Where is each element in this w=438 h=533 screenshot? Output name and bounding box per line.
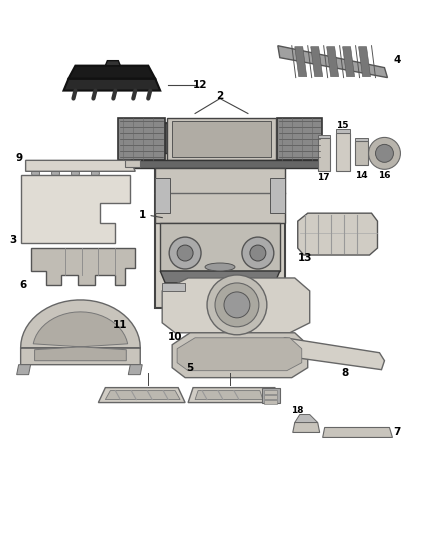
Polygon shape	[68, 66, 155, 78]
Polygon shape	[293, 423, 320, 432]
Circle shape	[368, 138, 400, 169]
Polygon shape	[264, 400, 277, 403]
Polygon shape	[277, 118, 321, 160]
Polygon shape	[359, 47, 371, 77]
Circle shape	[71, 169, 79, 177]
Circle shape	[250, 245, 266, 261]
Polygon shape	[270, 178, 285, 213]
Polygon shape	[21, 175, 130, 243]
Polygon shape	[295, 47, 307, 77]
Text: 13: 13	[297, 253, 312, 263]
Circle shape	[215, 283, 259, 327]
Polygon shape	[336, 133, 350, 171]
Text: 10: 10	[168, 332, 182, 342]
Text: 17: 17	[318, 173, 330, 182]
Polygon shape	[262, 387, 280, 402]
Text: 4: 4	[394, 55, 401, 64]
Polygon shape	[318, 139, 330, 171]
Polygon shape	[172, 333, 308, 378]
Text: 11: 11	[113, 320, 127, 330]
Circle shape	[207, 275, 267, 335]
Polygon shape	[155, 124, 285, 308]
Polygon shape	[21, 300, 140, 365]
Polygon shape	[272, 338, 385, 370]
Polygon shape	[106, 391, 180, 400]
Polygon shape	[160, 271, 280, 283]
Polygon shape	[264, 390, 277, 393]
Polygon shape	[31, 248, 135, 285]
Polygon shape	[155, 178, 170, 213]
Polygon shape	[327, 47, 339, 77]
Polygon shape	[162, 278, 310, 333]
Circle shape	[224, 292, 250, 318]
Polygon shape	[355, 139, 367, 141]
Text: 2: 2	[216, 91, 224, 101]
Polygon shape	[17, 365, 31, 375]
Polygon shape	[33, 312, 128, 361]
Text: 18: 18	[292, 406, 304, 415]
Polygon shape	[355, 141, 367, 165]
Text: 9: 9	[15, 154, 22, 163]
Polygon shape	[295, 415, 318, 423]
Polygon shape	[106, 61, 120, 66]
Text: 5: 5	[187, 362, 194, 373]
Text: 1: 1	[138, 210, 146, 220]
Polygon shape	[162, 283, 185, 291]
Text: 15: 15	[336, 121, 349, 130]
Polygon shape	[160, 223, 280, 271]
Polygon shape	[118, 160, 321, 168]
Polygon shape	[278, 46, 388, 78]
Text: 14: 14	[355, 171, 368, 180]
Polygon shape	[311, 47, 323, 77]
Polygon shape	[188, 387, 280, 402]
Circle shape	[177, 245, 193, 261]
Polygon shape	[336, 130, 350, 133]
Polygon shape	[155, 124, 285, 154]
Polygon shape	[177, 338, 302, 370]
Text: 8: 8	[341, 368, 348, 378]
Polygon shape	[195, 391, 263, 400]
Polygon shape	[172, 122, 271, 157]
Polygon shape	[264, 394, 277, 399]
Polygon shape	[298, 213, 378, 255]
Circle shape	[242, 237, 274, 269]
Polygon shape	[99, 387, 185, 402]
Polygon shape	[323, 427, 392, 438]
Polygon shape	[118, 118, 165, 160]
Polygon shape	[155, 168, 285, 223]
Circle shape	[52, 169, 60, 177]
Text: 16: 16	[378, 171, 391, 180]
Polygon shape	[318, 135, 330, 139]
Circle shape	[375, 144, 393, 163]
Text: 7: 7	[394, 427, 401, 438]
Polygon shape	[128, 365, 142, 375]
Text: 12: 12	[193, 79, 207, 90]
Circle shape	[169, 237, 201, 269]
Polygon shape	[343, 47, 355, 77]
Polygon shape	[25, 160, 135, 171]
Text: 3: 3	[9, 235, 16, 245]
Circle shape	[32, 169, 39, 177]
Polygon shape	[64, 78, 160, 91]
Text: 6: 6	[19, 280, 26, 290]
Polygon shape	[167, 118, 276, 160]
Circle shape	[92, 169, 99, 177]
Ellipse shape	[205, 263, 235, 271]
Polygon shape	[125, 160, 140, 167]
